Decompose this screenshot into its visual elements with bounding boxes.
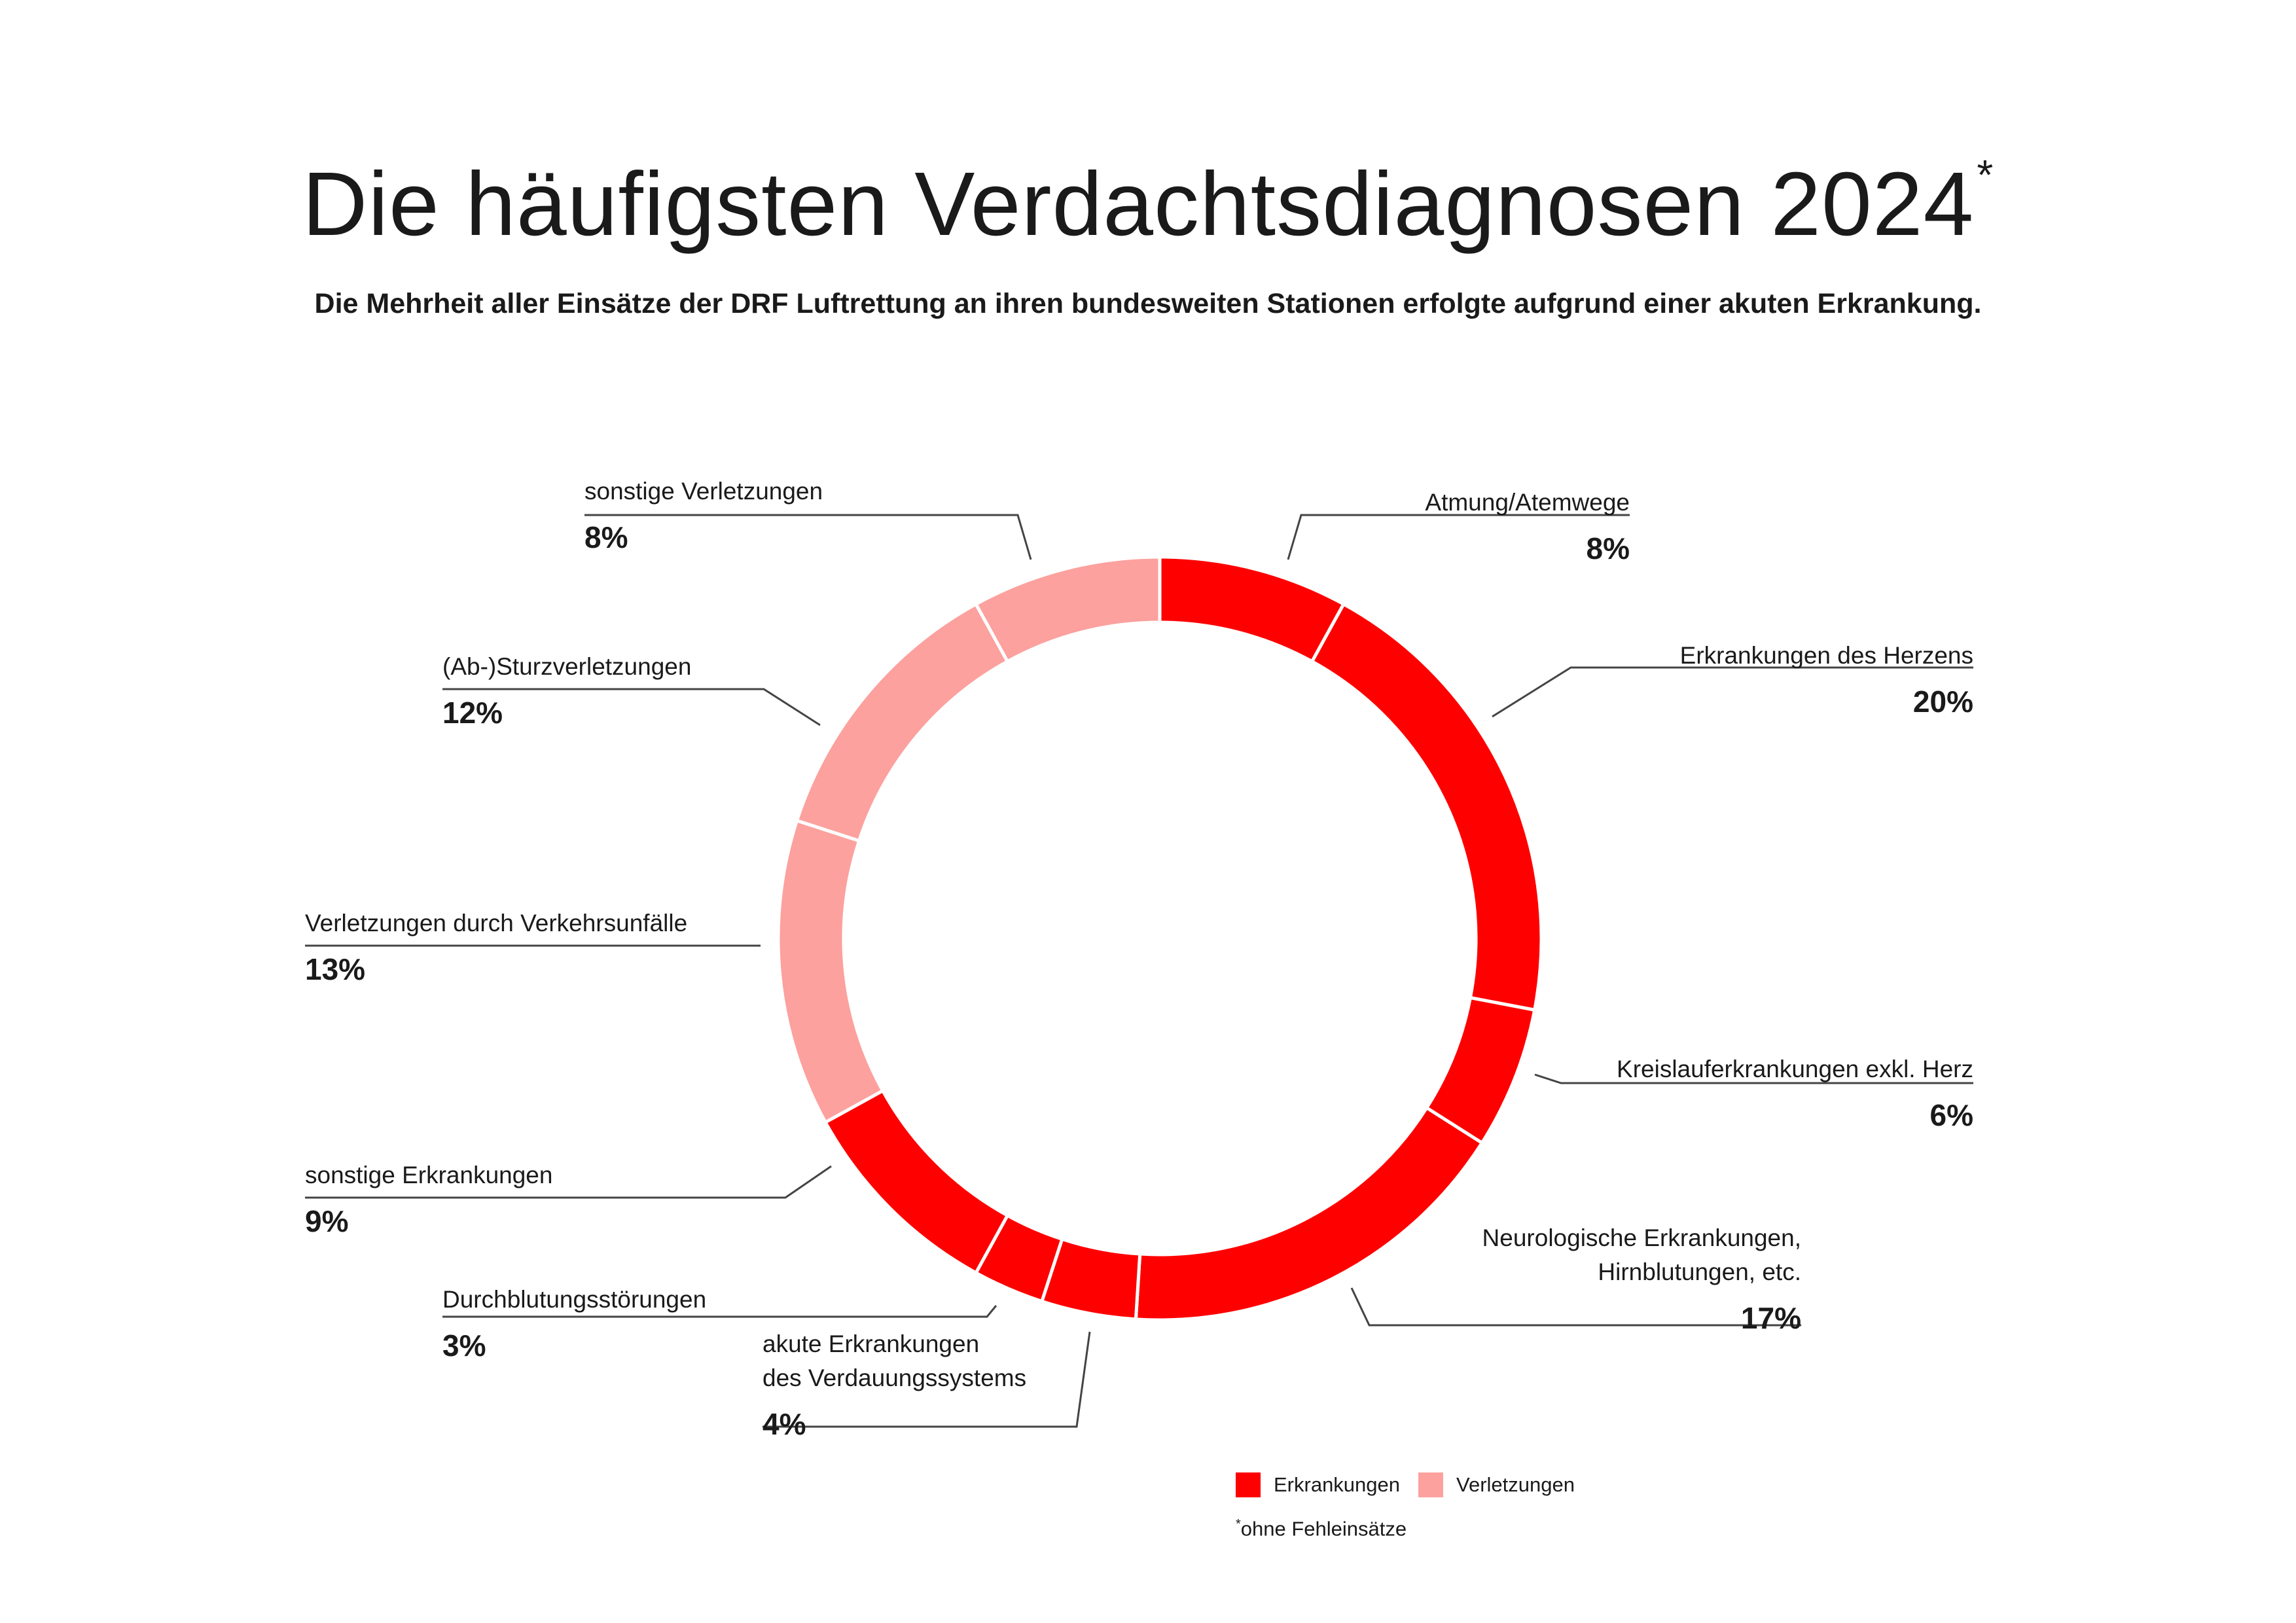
footnote: *ohne Fehleinsätze <box>1236 1517 1407 1541</box>
leader-line-6 <box>442 1305 997 1318</box>
slice-label-8: Verletzungen durch Verkehrsunfälle 13% <box>305 906 687 989</box>
leader-line-1 <box>1287 514 1630 560</box>
legend-swatch-verletzungen <box>1418 1472 1444 1497</box>
slice-percent: 4% <box>762 1407 806 1441</box>
legend-item-erkrankungen: Erkrankungen <box>1236 1472 1400 1497</box>
slice-label-6: Durchblutungsstörungen 3% <box>442 1283 706 1365</box>
slice-label-2: Erkrankungen des Herzens 20% <box>1680 639 1973 721</box>
leader-line-4 <box>1350 1287 1801 1327</box>
slice-label-name: sonstige Erkrankungen <box>305 1158 552 1192</box>
slice-percent: 8% <box>1586 531 1630 565</box>
slice-label-line: sonstige Erkrankungen <box>305 1162 553 1188</box>
slice-label-name: Verletzungen durch Verkehrsunfälle <box>305 906 687 940</box>
footnote-asterisk: * <box>1236 1517 1241 1531</box>
leader-lines <box>305 514 1973 1428</box>
legend-label-erkrankungen: Erkrankungen <box>1274 1473 1401 1496</box>
footnote-text: ohne Fehleinsätze <box>1240 1517 1407 1541</box>
slice-percent: 3% <box>442 1329 486 1363</box>
slice-label-line: akute Erkrankungen <box>762 1330 980 1357</box>
slice-8 <box>776 818 886 1125</box>
slice-percent: 20% <box>1912 685 1973 719</box>
chart-title-text: Die häufigsten Verdachtsdiagnosen 2024 <box>302 154 1975 255</box>
donut-slices <box>776 555 1543 1322</box>
slice-7 <box>823 1088 1010 1275</box>
leader-line-3 <box>1534 1073 1973 1084</box>
slice-label-name: (Ab-)Sturzverletzungen <box>442 650 691 684</box>
slice-4 <box>1134 1105 1484 1322</box>
slice-label-line: Atmung/Atemwege <box>1425 489 1630 516</box>
leader-line-9 <box>442 688 821 726</box>
slice-label-line: Hirnblutungen, etc. <box>1598 1258 1801 1285</box>
legend-item-verletzungen: Verletzungen <box>1418 1472 1575 1497</box>
slice-label-line: Erkrankungen des Herzens <box>1679 642 1973 669</box>
slice-9 <box>795 601 1010 843</box>
slice-label-4: Neurologische Erkrankungen, Hirnblutungen… <box>1482 1221 1801 1338</box>
slice-percent: 12% <box>442 696 503 730</box>
slice-label-3: Kreislauferkrankungen exkl. Herz 6% <box>1617 1052 1973 1135</box>
slice-label-10: sonstige Verletzungen 8% <box>584 474 823 557</box>
legend: Erkrankungen Verletzungen <box>1236 1472 1593 1497</box>
chart-subtitle: Die Mehrheit aller Einsätze der DRF Luft… <box>314 288 1982 319</box>
leader-line-7 <box>305 1165 832 1199</box>
slice-label-name: Durchblutungsstörungen <box>442 1283 706 1317</box>
slice-label-name: sonstige Verletzungen <box>584 474 823 508</box>
slice-label-name: Neurologische Erkrankungen, Hirnblutungen… <box>1482 1221 1801 1289</box>
slice-label-9: (Ab-)Sturzverletzungen 12% <box>442 650 691 732</box>
title-asterisk: * <box>1977 151 1994 198</box>
slice-label-line: Verletzungen durch Verkehrsunfälle <box>305 910 688 936</box>
slice-label-line: Neurologische Erkrankungen, <box>1482 1224 1801 1251</box>
slice-2 <box>1310 601 1543 1012</box>
slice-percent: 9% <box>305 1204 349 1238</box>
slice-percent: 8% <box>584 520 628 554</box>
slice-label-1: Atmung/Atemwege 8% <box>1425 486 1630 568</box>
slice-label-name: Kreislauferkrankungen exkl. Herz <box>1617 1052 1973 1086</box>
slice-percent: 6% <box>1929 1098 1973 1132</box>
slice-label-line: des Verdauungssystems <box>762 1364 1027 1391</box>
legend-label-verletzungen: Verletzungen <box>1456 1473 1575 1496</box>
slice-label-line: Durchblutungsstörungen <box>442 1286 707 1313</box>
leader-line-2 <box>1492 666 1973 718</box>
slice-label-5: akute Erkrankungen des Verdauungssystems 4… <box>762 1327 1026 1444</box>
slice-label-name: Atmung/Atemwege <box>1425 486 1630 520</box>
slice-1 <box>1158 555 1346 664</box>
slice-label-line: Kreislauferkrankungen exkl. Herz <box>1617 1056 1973 1082</box>
leader-line-10 <box>584 514 1032 560</box>
slice-label-7: sonstige Erkrankungen 9% <box>305 1158 552 1241</box>
slice-percent: 13% <box>305 952 366 986</box>
legend-swatch-erkrankungen <box>1236 1472 1261 1497</box>
slice-percent: 17% <box>1740 1301 1801 1335</box>
slice-10 <box>973 555 1162 664</box>
slice-label-line: (Ab-)Sturzverletzungen <box>442 653 692 680</box>
chart-title: Die häufigsten Verdachtsdiagnosen 2024* <box>0 151 2296 257</box>
leader-line-5 <box>762 1331 1091 1428</box>
slice-label-line: sonstige Verletzungen <box>584 478 823 505</box>
slice-label-name: akute Erkrankungen des Verdauungssystems <box>762 1327 1026 1395</box>
slice-label-name: Erkrankungen des Herzens <box>1680 639 1973 673</box>
